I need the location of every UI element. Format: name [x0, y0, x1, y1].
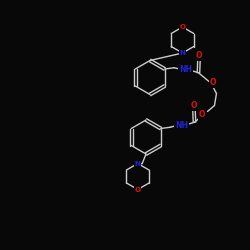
- Text: NH: NH: [175, 121, 188, 130]
- Text: O: O: [180, 24, 186, 30]
- Text: O: O: [191, 101, 197, 110]
- Text: O: O: [135, 186, 141, 192]
- Text: N: N: [135, 160, 141, 166]
- Text: NH: NH: [179, 65, 192, 74]
- Text: O: O: [199, 110, 205, 119]
- Text: O: O: [196, 52, 202, 60]
- Text: O: O: [210, 78, 216, 87]
- Text: N: N: [180, 50, 186, 56]
